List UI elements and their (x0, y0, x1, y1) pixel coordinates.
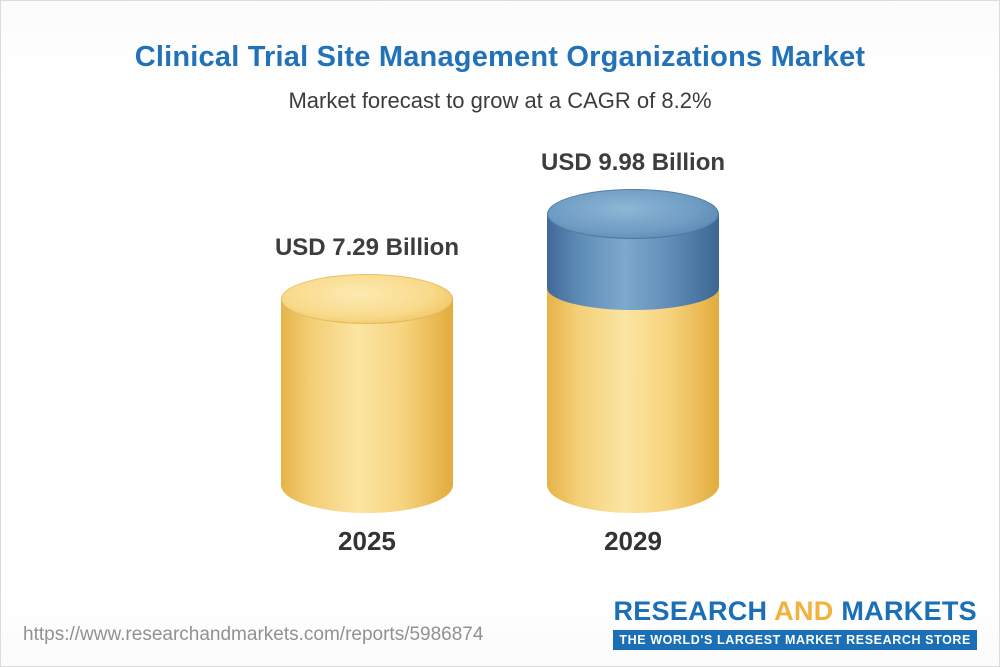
page-title: Clinical Trial Site Management Organizat… (134, 41, 866, 73)
year-label-2025: 2025 (338, 526, 396, 556)
cylinder-body-2025 (280, 299, 453, 513)
value-label-2029: USD 9.98 Billion (541, 149, 726, 176)
cylinder-bar-2025 (280, 274, 453, 513)
research-and-markets-logo: RESEARCH AND MARKETS THE WORLD'S LARGEST… (613, 596, 977, 650)
cylinder-top-2029 (547, 189, 720, 239)
page-subtitle: Market forecast to grow at a CAGR of 8.2… (288, 88, 712, 113)
logo-wordmark: RESEARCH AND MARKETS (613, 596, 977, 627)
cylinder-base-segment-2029 (547, 289, 720, 513)
logo-word-and: AND (774, 596, 834, 626)
logo-tagline: THE WORLD'S LARGEST MARKET RESEARCH STOR… (613, 630, 977, 650)
logo-word-markets: MARKETS (841, 596, 977, 626)
bar-group-2025: USD 7.29 Billion 2025 (275, 234, 459, 557)
cylinder-bar-2029 (547, 189, 720, 513)
cylinder-top-2025 (280, 274, 453, 324)
report-url-link[interactable]: https://www.researchandmarkets.com/repor… (23, 624, 484, 645)
bar-chart: USD 7.29 Billion 2025 USD 9.98 Billion 2… (1, 145, 999, 557)
bar-group-2029: USD 9.98 Billion 2029 (541, 149, 725, 557)
year-label-2029: 2029 (604, 526, 662, 556)
logo-word-research: RESEARCH (613, 596, 768, 626)
value-label-2025: USD 7.29 Billion (274, 234, 459, 261)
